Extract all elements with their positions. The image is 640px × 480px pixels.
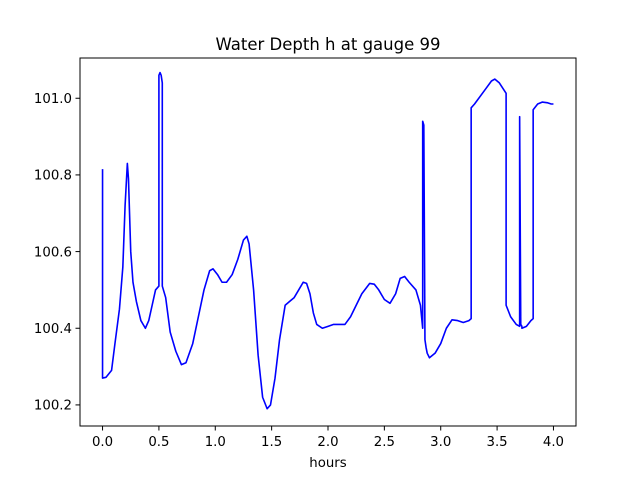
- x-tick-label: 0.0: [92, 435, 113, 450]
- y-tick-label: 101.0: [34, 92, 72, 107]
- chart-title: Water Depth h at gauge 99: [216, 35, 441, 54]
- x-tick-label: 4.0: [543, 435, 564, 450]
- y-tick-label: 100.8: [34, 169, 72, 184]
- x-tick-label: 0.5: [148, 435, 169, 450]
- x-axis: 0.0 0.5 1.0 1.5 2.0 2.5 3.0 3.5 4.0: [92, 426, 564, 450]
- y-axis: 100.2 100.4 100.6 100.8 101.0: [34, 92, 80, 414]
- x-axis-label: hours: [309, 456, 346, 471]
- x-tick-label: 3.0: [430, 435, 451, 450]
- y-tick-label: 100.2: [34, 399, 72, 414]
- x-tick-label: 2.5: [374, 435, 395, 450]
- series-layer: [101, 71, 554, 410]
- x-tick-label: 2.0: [317, 435, 338, 450]
- y-tick-label: 100.6: [34, 245, 72, 260]
- x-tick-label: 3.5: [487, 435, 508, 450]
- x-tick-label: 1.5: [261, 435, 282, 450]
- x-tick-label: 1.0: [205, 435, 226, 450]
- series-line-0: [101, 71, 554, 410]
- y-tick-label: 100.4: [34, 322, 72, 337]
